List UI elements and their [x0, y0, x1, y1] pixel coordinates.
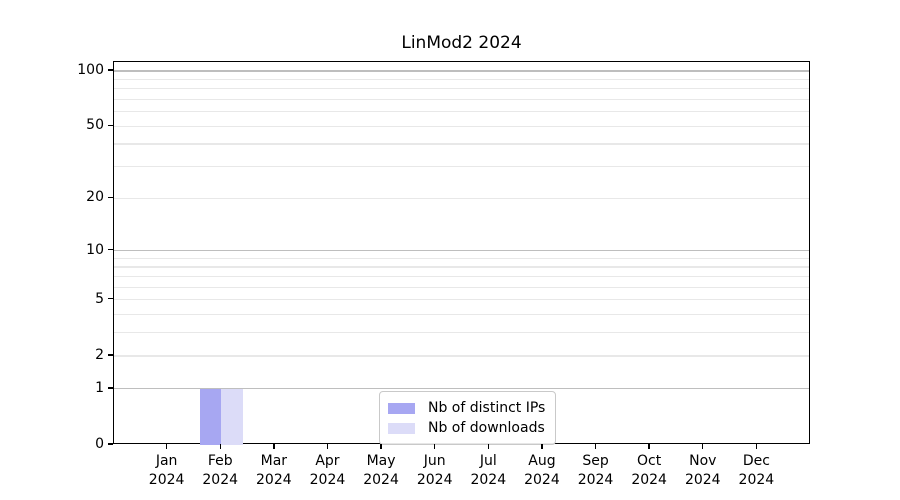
gridline-y-100: [114, 70, 809, 72]
x-tick-mark-10: [648, 444, 650, 449]
legend-item-distinct-ips: Nb of distinct IPs: [388, 398, 545, 418]
x-tick-label-line1: Oct: [637, 453, 662, 469]
gridline-y-4: [114, 313, 809, 316]
x-tick-label-jun-2024: Jun 2024: [400, 452, 470, 490]
x-tick-mark-1: [165, 444, 168, 449]
gridline-y-3: [114, 332, 809, 334]
x-tick-label-line2: 2024: [738, 472, 775, 488]
bar-feb-2024-series0: [199, 388, 222, 445]
gridline-y-90: [114, 78, 809, 81]
x-tick-label-line2: 2024: [202, 472, 239, 488]
x-tick-label-line2: 2024: [416, 472, 453, 488]
x-tick-label-line2: 2024: [684, 472, 721, 488]
grid-layer: [114, 62, 809, 443]
y-tick-mark-0: [107, 443, 113, 445]
x-tick-mark-12: [755, 444, 758, 449]
y-tick-label-5: 5: [95, 290, 104, 307]
gridline-y-8: [114, 266, 809, 268]
y-tick-label-100: 100: [77, 61, 104, 78]
gridline-y-70: [114, 98, 809, 101]
x-tick-label-oct-2024: Oct 2024: [614, 452, 684, 490]
y-tick-mark-20: [107, 196, 113, 198]
y-tick-mark-1: [107, 387, 113, 389]
x-tick-mark-4: [326, 444, 329, 449]
x-tick-label-feb-2024: Feb 2024: [185, 452, 255, 490]
x-tick-label-jul-2024: Jul 2024: [453, 452, 523, 490]
y-tick-mark-5: [107, 298, 113, 300]
bars-layer: [114, 62, 809, 445]
y-tick-label-1: 1: [95, 379, 104, 396]
x-tick-label-line2: 2024: [577, 472, 614, 488]
y-tick-label-50: 50: [86, 117, 104, 134]
x-tick-label-line1: Jun: [423, 453, 446, 469]
y-tick-label-2: 2: [95, 346, 104, 363]
legend-label-distinct-ips: Nb of distinct IPs: [428, 400, 546, 416]
gridline-y-7: [114, 275, 809, 278]
y-tick-mark-100: [107, 69, 113, 71]
legend-swatch-distinct-ips-icon: [388, 402, 415, 414]
x-tick-mark-11: [702, 444, 704, 449]
x-tick-label-line2: 2024: [524, 472, 560, 488]
gridline-y-60: [114, 111, 809, 113]
x-tick-label-line1: Dec: [742, 453, 770, 469]
x-tick-mark-7: [487, 444, 489, 449]
gridline-y-5: [114, 299, 809, 301]
x-tick-label-dec-2024: Dec 2024: [721, 452, 791, 490]
y-tick-label-20: 20: [86, 189, 104, 206]
bar-feb-2024-series1: [221, 388, 243, 445]
y-tick-mark-2: [107, 354, 113, 356]
gridline-y-50: [114, 125, 809, 127]
plot-area: Nb of distinct IPs Nb of downloads: [113, 61, 810, 445]
x-tick-label-line2: 2024: [470, 472, 507, 488]
x-tick-label-line1: Feb: [207, 453, 233, 469]
y-tick-mark-50: [107, 124, 113, 127]
legend-label-downloads: Nb of downloads: [428, 420, 545, 436]
x-tick-label-line1: Aug: [528, 453, 556, 469]
x-tick-label-line2: 2024: [148, 472, 185, 488]
x-tick-mark-2: [219, 444, 221, 449]
x-tick-label-line1: Mar: [260, 453, 288, 469]
x-tick-label-line2: 2024: [363, 472, 399, 488]
gridline-y-40: [114, 143, 809, 145]
x-tick-label-line1: Jul: [479, 453, 497, 469]
gridline-y-10: [114, 250, 809, 252]
x-tick-label-jan-2024: Jan 2024: [132, 452, 202, 490]
x-tick-mark-9: [594, 444, 597, 449]
x-tick-mark-6: [433, 444, 436, 449]
x-tick-label-line1: Nov: [689, 453, 717, 469]
gridline-y-1: [114, 388, 809, 390]
y-tick-mark-10: [107, 248, 113, 251]
gridline-y-6: [114, 286, 809, 288]
x-tick-label-line2: 2024: [309, 472, 346, 488]
gridline-y-9: [114, 257, 809, 259]
x-tick-label-line1: Sep: [582, 453, 609, 469]
x-tick-label-sep-2024: Sep 2024: [561, 452, 631, 490]
gridline-y-20: [114, 197, 809, 199]
y-tick-label-10: 10: [86, 241, 104, 258]
x-tick-label-apr-2024: Apr 2024: [292, 452, 362, 490]
x-tick-label-nov-2024: Nov 2024: [668, 452, 738, 490]
x-tick-mark-8: [541, 444, 543, 449]
x-tick-mark-5: [380, 444, 382, 449]
x-tick-label-aug-2024: Aug 2024: [507, 452, 577, 490]
gridline-y-30: [114, 166, 809, 168]
y-tick-label-0: 0: [95, 436, 104, 452]
gridline-y-2: [114, 355, 809, 357]
gridline-y-80: [114, 88, 809, 90]
x-tick-label-line1: May: [366, 453, 396, 469]
legend-item-downloads: Nb of downloads: [388, 418, 545, 438]
legend: Nb of distinct IPs Nb of downloads: [379, 391, 557, 445]
x-tick-label-line2: 2024: [256, 472, 292, 488]
chart-title: LinMod2 2024: [401, 33, 522, 53]
x-tick-label-mar-2024: Mar 2024: [239, 452, 309, 490]
x-tick-label-line2: 2024: [631, 472, 667, 488]
x-tick-mark-3: [273, 444, 275, 449]
x-tick-label-may-2024: May 2024: [346, 452, 416, 490]
x-tick-label-line1: Apr: [315, 453, 340, 469]
x-tick-label-line1: Jan: [155, 453, 178, 469]
legend-swatch-downloads-icon: [388, 422, 415, 434]
